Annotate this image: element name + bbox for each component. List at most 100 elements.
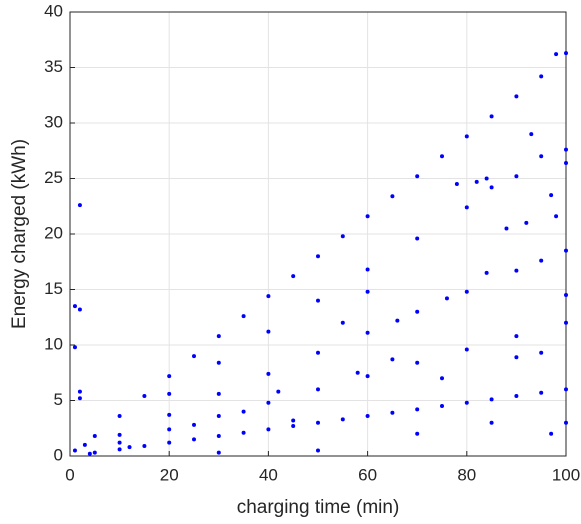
point (524, 220, 529, 225)
point (316, 448, 320, 453)
x-tick-label: 20 (160, 465, 179, 484)
point (484, 270, 489, 275)
point (464, 289, 469, 294)
point (365, 267, 370, 272)
point (415, 407, 420, 412)
point (415, 174, 420, 179)
point (504, 226, 509, 231)
point (539, 154, 544, 159)
point (440, 376, 444, 381)
y-tick-label: 15 (44, 279, 63, 298)
y-tick-label: 30 (44, 112, 63, 131)
point (340, 417, 345, 422)
point (454, 182, 459, 187)
point (529, 132, 534, 137)
point (539, 390, 544, 395)
point (127, 445, 132, 450)
point (539, 258, 544, 263)
point (72, 304, 77, 309)
x-tick-label: 80 (457, 465, 476, 484)
point (266, 329, 271, 334)
point (77, 396, 82, 401)
point (266, 371, 271, 376)
point (72, 448, 77, 453)
point (241, 430, 246, 435)
point (92, 434, 97, 439)
point (117, 447, 122, 452)
point (474, 179, 479, 184)
point (464, 205, 469, 210)
point (415, 236, 420, 241)
point (415, 360, 420, 365)
x-tick-label: 40 (259, 465, 278, 484)
point (355, 370, 360, 375)
point (216, 414, 221, 419)
point (564, 320, 568, 325)
point (539, 74, 544, 79)
point (316, 350, 320, 355)
point (216, 391, 221, 396)
point (440, 154, 444, 159)
point (444, 296, 449, 301)
point (142, 394, 147, 399)
point (564, 147, 568, 152)
y-axis-label: Energy charged (kWh) (9, 139, 30, 329)
point (514, 355, 519, 360)
point (549, 193, 554, 198)
y-tick-label: 5 (54, 390, 63, 409)
point (564, 420, 568, 425)
point (464, 400, 469, 405)
point (365, 414, 370, 419)
point (77, 203, 82, 208)
point (340, 320, 345, 325)
point (365, 214, 370, 219)
point (167, 391, 172, 396)
plot-frame (69, 11, 567, 457)
y-tick-label: 0 (54, 445, 63, 464)
point (167, 427, 172, 432)
point (564, 293, 568, 298)
point (464, 347, 469, 352)
point (316, 254, 320, 259)
point (192, 422, 196, 427)
point (464, 134, 469, 139)
point (291, 274, 296, 279)
point (415, 309, 420, 314)
point (117, 440, 122, 445)
point (216, 450, 221, 455)
point (564, 387, 568, 392)
y-tick-label: 25 (44, 168, 63, 187)
point (554, 52, 559, 57)
point (365, 289, 370, 294)
point (564, 248, 568, 253)
point (167, 440, 172, 445)
point (484, 176, 489, 181)
point (316, 387, 320, 392)
x-tick-label: 0 (65, 465, 74, 484)
y-tick-label: 20 (44, 223, 63, 242)
point (365, 330, 370, 335)
point (241, 314, 246, 319)
y-tick-label: 35 (44, 57, 63, 76)
point (489, 420, 494, 425)
point (167, 412, 172, 417)
point (539, 350, 544, 355)
point (514, 394, 519, 399)
point (564, 51, 568, 56)
point (549, 431, 554, 436)
x-tick-label: 100 (552, 465, 580, 484)
point (564, 160, 568, 165)
y-tick-label: 10 (44, 334, 63, 353)
point (77, 389, 82, 394)
point (390, 410, 395, 415)
point (72, 345, 77, 350)
point (489, 114, 494, 119)
point (415, 431, 420, 436)
point (77, 307, 82, 312)
point (489, 185, 494, 190)
point (489, 397, 494, 402)
point (514, 334, 519, 339)
point (514, 94, 519, 99)
